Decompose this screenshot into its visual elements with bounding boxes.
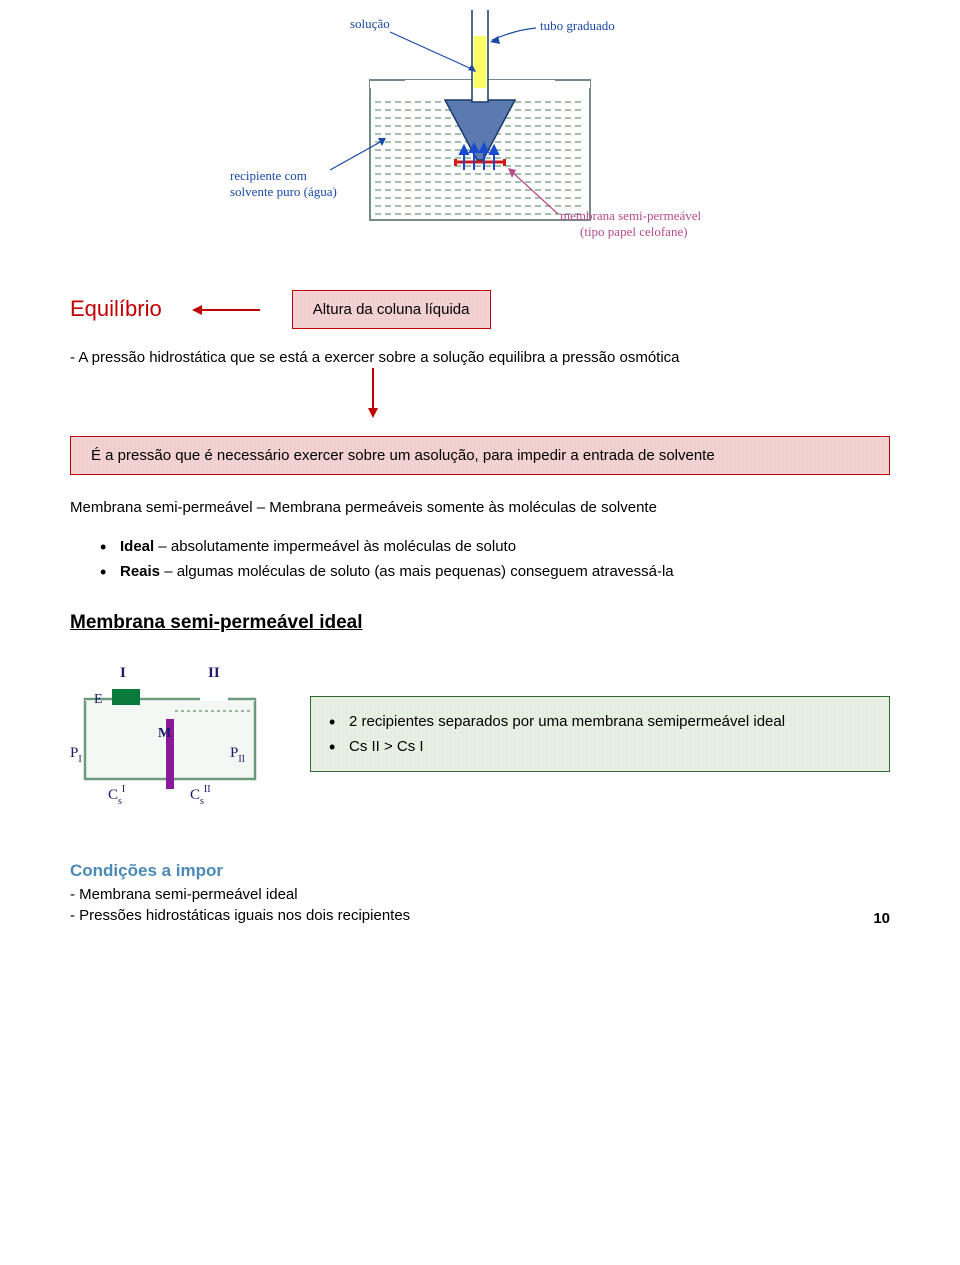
- label-recipiente-2: solvente puro (água): [230, 184, 337, 199]
- green-bullet-1: 2 recipientes separados por uma membrana…: [329, 711, 875, 732]
- pressao-text: É a pressão que é necessário exercer sob…: [91, 445, 869, 466]
- label-membrana-1: membrana semi-permeável: [560, 208, 702, 223]
- equilibrio-title: Equilíbrio: [70, 294, 162, 325]
- membrane-types-list: Ideal – absolutamente impermeável às mol…: [100, 536, 890, 582]
- svg-text:M: M: [158, 726, 171, 741]
- arrow-right-icon: [192, 300, 262, 320]
- label-solucao: solução: [350, 16, 390, 31]
- reais-text: – algumas moléculas de soluto (as mais p…: [160, 563, 674, 580]
- label-membrana-2: (tipo papel celofane): [580, 224, 688, 239]
- green-info-box: 2 recipientes separados por uma membrana…: [310, 696, 890, 772]
- altura-box: Altura da coluna líquida: [292, 290, 491, 329]
- ideal-membrane-row: I II E M PI PII CsI CsII 2 recipientes s…: [70, 659, 890, 809]
- svg-text:CsI: CsI: [108, 784, 125, 807]
- list-item-ideal: Ideal – absolutamente impermeável às mol…: [100, 536, 890, 557]
- section-title-ideal: Membrana semi-permeável ideal: [70, 610, 890, 637]
- label-tubo: tubo graduado: [540, 18, 615, 33]
- label-recipiente-1: recipiente com: [230, 168, 307, 183]
- svg-text:I: I: [120, 665, 126, 681]
- para-hidrostatica: - A pressão hidrostática que se está a e…: [70, 347, 890, 368]
- svg-text:CsII: CsII: [190, 784, 211, 807]
- svg-text:PI: PI: [70, 745, 82, 765]
- reais-label: Reais: [120, 563, 160, 580]
- para-membrana: Membrana semi-permeável – Membrana perme…: [70, 497, 890, 518]
- equilibrio-row: Equilíbrio Altura da coluna líquida: [70, 290, 890, 329]
- ideal-label: Ideal: [120, 538, 154, 555]
- two-chambers-diagram: I II E M PI PII CsI CsII: [70, 659, 270, 809]
- ideal-text: – absolutamente impermeável às moléculas…: [154, 538, 516, 555]
- cond-line-1: - Membrana semi-permeável ideal: [70, 884, 890, 905]
- altura-text: Altura da coluna líquida: [313, 301, 470, 318]
- green-bullet-2: Cs II > Cs I: [329, 736, 875, 757]
- osmosis-apparatus-diagram: solução tubo graduado recipiente com sol…: [230, 10, 730, 250]
- condicoes-title: Condições a impor: [70, 859, 890, 883]
- arrow-down-icon: [365, 368, 381, 418]
- svg-text:II: II: [208, 665, 220, 681]
- list-item-reais: Reais – algumas moléculas de soluto (as …: [100, 561, 890, 582]
- svg-text:E: E: [94, 692, 103, 707]
- pressao-box: É a pressão que é necessário exercer sob…: [70, 436, 890, 475]
